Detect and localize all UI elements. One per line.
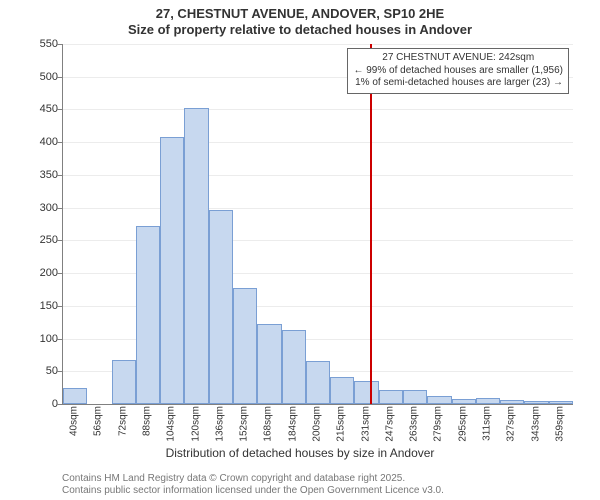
plot-area: 27 CHESTNUT AVENUE: 242sqm← 99% of detac…	[62, 44, 573, 405]
y-tick-mark	[57, 371, 62, 372]
y-tick-label: 450	[18, 103, 58, 115]
y-tick-mark	[57, 273, 62, 274]
callout-line: ← 99% of detached houses are smaller (1,…	[353, 65, 563, 78]
x-tick-label: 120sqm	[190, 406, 201, 442]
y-tick-label: 0	[18, 398, 58, 410]
x-tick-label: 295sqm	[457, 406, 468, 442]
x-tick-label: 311sqm	[482, 406, 493, 441]
histogram-bar	[136, 226, 160, 404]
x-tick-label: 200sqm	[312, 406, 323, 442]
callout-box: 27 CHESTNUT AVENUE: 242sqm← 99% of detac…	[347, 48, 569, 94]
callout-line: 1% of semi-detached houses are larger (2…	[353, 77, 563, 90]
histogram-bar	[330, 377, 354, 404]
x-tick-label: 231sqm	[360, 406, 371, 442]
y-tick-mark	[57, 77, 62, 78]
chart-title-line2: Size of property relative to detached ho…	[0, 22, 600, 37]
histogram-bar	[184, 108, 208, 404]
histogram-bar	[549, 401, 573, 404]
x-tick-label: 279sqm	[433, 406, 444, 442]
y-tick-label: 300	[18, 202, 58, 214]
y-tick-label: 500	[18, 71, 58, 83]
histogram-bar	[209, 210, 233, 404]
y-tick-label: 150	[18, 300, 58, 312]
x-tick-label: 72sqm	[117, 406, 128, 436]
histogram-bar	[427, 396, 451, 404]
footer-line1: Contains HM Land Registry data © Crown c…	[62, 473, 405, 484]
y-tick-mark	[57, 240, 62, 241]
x-tick-label: 104sqm	[166, 406, 177, 442]
histogram-bar	[452, 399, 476, 404]
x-tick-label: 215sqm	[336, 406, 347, 442]
gridline	[63, 175, 573, 176]
histogram-bar	[403, 390, 427, 404]
y-tick-mark	[57, 306, 62, 307]
x-tick-label: 343sqm	[530, 406, 541, 442]
x-tick-label: 152sqm	[239, 406, 250, 442]
histogram-bar	[233, 288, 257, 405]
y-tick-label: 200	[18, 267, 58, 279]
x-tick-label: 40sqm	[69, 406, 80, 436]
footer-line2: Contains public sector information licen…	[62, 485, 444, 496]
x-tick-label: 247sqm	[384, 406, 395, 442]
marker-line	[370, 44, 372, 404]
histogram-bar	[112, 360, 136, 405]
histogram-bar	[282, 330, 306, 404]
gridline	[63, 109, 573, 110]
gridline	[63, 208, 573, 209]
y-tick-mark	[57, 339, 62, 340]
histogram-bar	[160, 137, 184, 404]
x-tick-label: 184sqm	[287, 406, 298, 442]
histogram-bar	[354, 381, 378, 404]
y-tick-mark	[57, 208, 62, 209]
y-tick-mark	[57, 109, 62, 110]
histogram-bar	[379, 390, 403, 404]
y-tick-label: 550	[18, 38, 58, 50]
y-tick-mark	[57, 142, 62, 143]
y-tick-label: 100	[18, 333, 58, 345]
x-tick-label: 263sqm	[409, 406, 420, 442]
gridline	[63, 44, 573, 45]
y-tick-mark	[57, 404, 62, 405]
y-tick-mark	[57, 175, 62, 176]
x-tick-label: 327sqm	[506, 406, 517, 442]
x-tick-label: 88sqm	[142, 406, 153, 436]
histogram-bar	[476, 398, 500, 404]
chart-title-line1: 27, CHESTNUT AVENUE, ANDOVER, SP10 2HE	[0, 6, 600, 21]
y-tick-label: 350	[18, 169, 58, 181]
histogram-bar	[524, 401, 548, 404]
gridline	[63, 142, 573, 143]
y-tick-label: 50	[18, 365, 58, 377]
x-tick-label: 359sqm	[554, 406, 565, 442]
x-tick-label: 168sqm	[263, 406, 274, 442]
y-tick-label: 250	[18, 234, 58, 246]
y-tick-label: 400	[18, 136, 58, 148]
histogram-bar	[63, 388, 87, 404]
histogram-bar	[500, 400, 524, 404]
x-tick-label: 136sqm	[214, 406, 225, 442]
callout-line: 27 CHESTNUT AVENUE: 242sqm	[353, 52, 563, 65]
histogram-bar	[306, 361, 330, 404]
x-axis-label: Distribution of detached houses by size …	[0, 446, 600, 460]
y-tick-mark	[57, 44, 62, 45]
x-tick-label: 56sqm	[93, 406, 104, 436]
histogram-bar	[257, 324, 281, 405]
